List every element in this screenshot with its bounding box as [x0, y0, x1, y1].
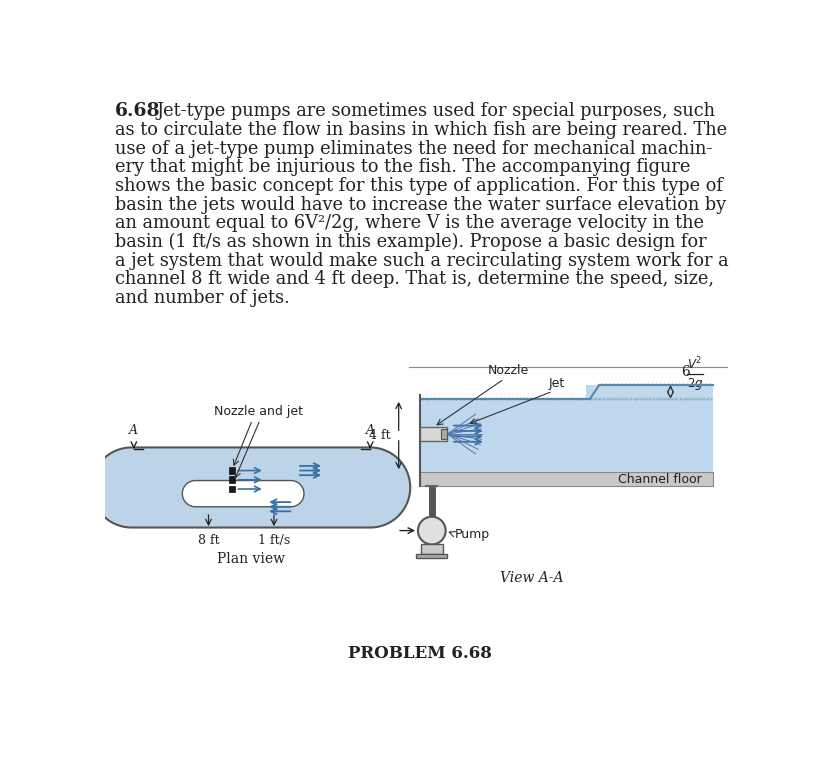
Bar: [420, 472, 712, 486]
Bar: [229, 476, 235, 483]
Text: Jet-type pumps are sometimes used for special purposes, such: Jet-type pumps are sometimes used for sp…: [156, 103, 715, 120]
Bar: [441, 430, 446, 439]
Text: 4 ft: 4 ft: [369, 429, 391, 442]
Text: shows the basic concept for this type of application. For this type of: shows the basic concept for this type of…: [115, 177, 722, 195]
Bar: [420, 427, 446, 441]
Bar: [586, 385, 712, 399]
Text: channel 8 ft wide and 4 ft deep. That is, determine the speed, size,: channel 8 ft wide and 4 ft deep. That is…: [115, 270, 713, 288]
Text: a jet system that would make such a recirculating system work for a: a jet system that would make such a reci…: [115, 252, 728, 270]
Text: Pump: Pump: [455, 528, 490, 541]
Text: Jet: Jet: [549, 377, 564, 390]
Polygon shape: [92, 448, 410, 528]
Text: ery that might be injurious to the fish. The accompanying figure: ery that might be injurious to the fish.…: [115, 159, 690, 176]
Text: Plan view: Plan view: [216, 552, 284, 566]
Bar: [420, 399, 712, 472]
Text: basin (1 ft/s as shown in this example). Propose a basic design for: basin (1 ft/s as shown in this example).…: [115, 233, 706, 251]
Bar: [229, 467, 235, 474]
Text: A: A: [365, 424, 374, 437]
Bar: [416, 554, 446, 559]
Text: as to circulate the flow in basins in which fish are being reared. The: as to circulate the flow in basins in wh…: [115, 121, 726, 139]
Text: and number of jets.: and number of jets.: [115, 289, 290, 307]
Polygon shape: [182, 480, 304, 507]
Text: View A-A: View A-A: [499, 570, 563, 584]
Text: use of a jet-type pump eliminates the need for mechanical machin-: use of a jet-type pump eliminates the ne…: [115, 140, 712, 158]
Text: $2g$: $2g$: [686, 376, 703, 392]
Text: $V^2$: $V^2$: [686, 356, 702, 373]
Text: 6.68: 6.68: [115, 103, 161, 120]
Text: 8 ft: 8 ft: [197, 534, 219, 547]
Text: Nozzle: Nozzle: [486, 364, 528, 378]
Text: 1 ft/s: 1 ft/s: [257, 534, 290, 547]
Circle shape: [418, 517, 445, 545]
Text: A: A: [129, 424, 138, 437]
Text: basin the jets would have to increase the water surface elevation by: basin the jets would have to increase th…: [115, 196, 726, 214]
Text: Channel floor: Channel floor: [617, 472, 700, 486]
Text: an amount equal to 6V²/2g, where V is the average velocity in the: an amount equal to 6V²/2g, where V is th…: [115, 214, 704, 232]
Bar: [229, 486, 235, 493]
Text: Nozzle and jet: Nozzle and jet: [214, 405, 303, 418]
Bar: [420, 545, 442, 554]
Text: PROBLEM 6.68: PROBLEM 6.68: [348, 646, 491, 662]
Text: 6: 6: [681, 365, 690, 379]
